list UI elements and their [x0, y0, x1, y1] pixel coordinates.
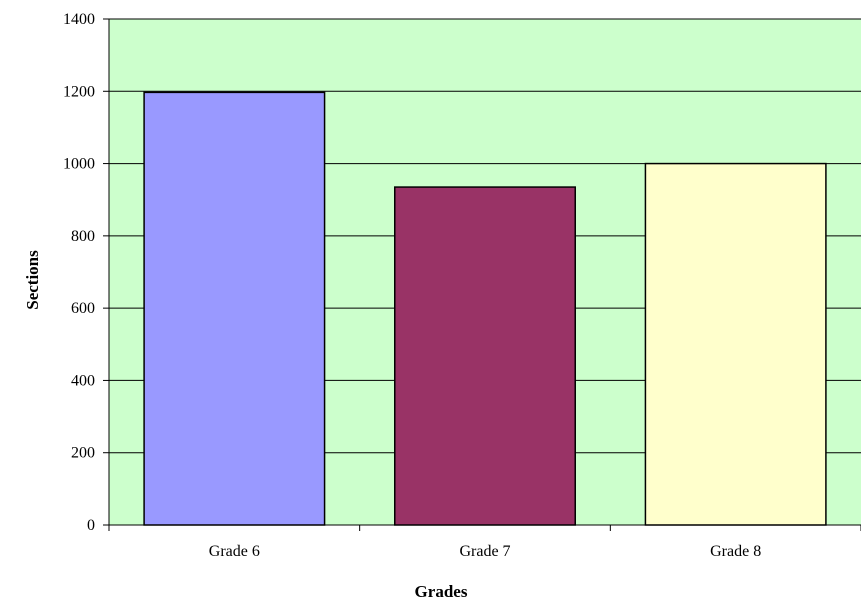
bar-grade-8: [644, 162, 827, 526]
y-tick-label: 200: [71, 445, 95, 462]
axes: [108, 19, 861, 526]
y-tick-label: 400: [71, 372, 95, 389]
y-tick-label: 1200: [63, 83, 95, 100]
y-tick-label: 1400: [63, 11, 95, 28]
x-tick-label: Grade 6: [209, 543, 260, 560]
y-tick-label: 0: [87, 517, 95, 534]
bar-grade-6: [143, 91, 326, 526]
bar-grade-7: [394, 186, 576, 526]
x-tick-label: Grade 8: [710, 543, 761, 560]
y-axis-ticks: 0 200 400 600 800 1000 1200 1400: [63, 11, 109, 534]
y-tick-label: 1000: [63, 156, 95, 173]
x-axis-ticks: Grade 6 Grade 7 Grade 8: [108, 525, 861, 560]
y-tick-label: 800: [71, 228, 95, 245]
y-tick-label: 600: [71, 300, 95, 317]
x-tick-label: Grade 7: [459, 543, 510, 560]
x-axis-title: Grades: [415, 582, 468, 601]
y-axis-title: Sections: [23, 250, 42, 310]
